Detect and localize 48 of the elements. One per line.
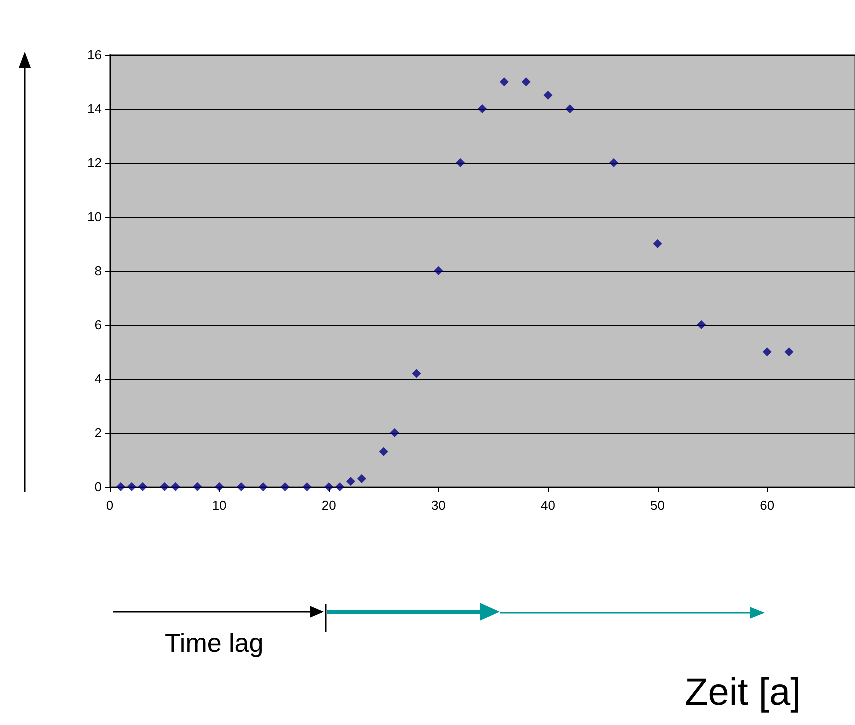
x-tick-label: 40 xyxy=(541,498,556,513)
point xyxy=(412,369,422,378)
y-tick-label: 12 xyxy=(88,156,102,170)
point xyxy=(697,320,706,330)
point xyxy=(193,482,202,492)
y-tick-label: 4 xyxy=(94,372,102,386)
point xyxy=(280,482,290,492)
point xyxy=(390,428,400,438)
y-tick-label: 14 xyxy=(88,102,102,116)
point xyxy=(500,78,509,86)
point xyxy=(456,158,466,168)
point xyxy=(784,348,794,356)
point xyxy=(544,91,553,100)
point xyxy=(609,158,618,168)
x-axis-title: Zeit [a] xyxy=(685,672,802,715)
point xyxy=(379,447,388,456)
point xyxy=(215,482,224,492)
point xyxy=(346,477,356,486)
y-tick-label: 0 xyxy=(94,480,102,494)
point xyxy=(302,482,312,492)
y-tick-label: 2 xyxy=(94,426,102,440)
x-tick-label: 60 xyxy=(760,498,775,513)
point xyxy=(138,482,148,492)
point xyxy=(522,78,531,86)
x-tick-label: 30 xyxy=(431,498,446,513)
point xyxy=(324,482,334,492)
point xyxy=(478,104,487,114)
point xyxy=(357,474,366,484)
y-tick-label: 10 xyxy=(88,210,102,224)
point xyxy=(258,482,268,492)
point xyxy=(762,348,772,356)
point xyxy=(566,104,575,114)
x-tick-label: 20 xyxy=(322,498,336,513)
x-tick-label: 10 xyxy=(212,498,227,513)
x-tick-label: 50 xyxy=(650,498,666,513)
point xyxy=(336,482,345,492)
y-tick-label: 16 xyxy=(88,48,102,62)
point xyxy=(434,266,444,276)
point xyxy=(116,482,126,492)
point xyxy=(160,482,170,492)
text: Time lag xyxy=(165,628,264,659)
y-tick-label: 6 xyxy=(94,318,102,332)
y-tick-label: 8 xyxy=(94,264,102,278)
point xyxy=(171,482,180,492)
point xyxy=(127,482,136,492)
point xyxy=(653,240,662,248)
point xyxy=(236,482,246,492)
x-tick-label: 0 xyxy=(106,498,114,513)
